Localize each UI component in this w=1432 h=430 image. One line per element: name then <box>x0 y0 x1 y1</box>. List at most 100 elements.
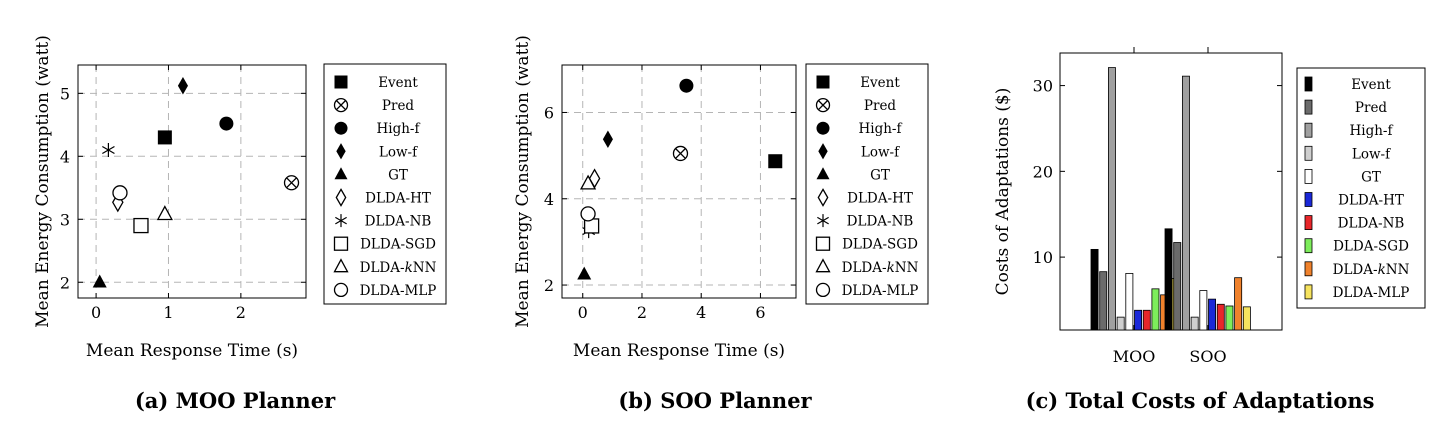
legend-label-dlda-sgd: DLDA-SGD <box>360 237 436 253</box>
grid-lines <box>78 65 306 298</box>
y-tick-label: 6 <box>544 103 554 122</box>
legend-marker-dlda-ht <box>817 188 829 207</box>
soo-planner-scatter-chart: 0 2 4 6 2 4 6 Mean Response Time (s) Mean Energy… <box>513 35 929 361</box>
legend-marker-low-f <box>336 143 346 160</box>
legend-label-dlda-ht: DLDA-HT <box>365 191 431 207</box>
legend-label-high-f: High-f <box>1350 123 1394 139</box>
legend-marker-event <box>816 75 830 89</box>
legend-swatch-low-f <box>1304 145 1313 161</box>
point-event <box>157 130 172 145</box>
legend-marker-dlda-mlp <box>815 282 831 298</box>
bar-moo-gt <box>1125 272 1134 331</box>
point-gt <box>577 266 592 280</box>
legend-marker-pred <box>815 97 831 113</box>
bar-soo-pred <box>1173 242 1182 331</box>
legend-label-event: Event <box>860 75 900 91</box>
legend-swatch-dlda-mlp <box>1304 284 1313 300</box>
point-dlda-nb <box>102 143 115 158</box>
legend-swatch-event <box>1304 76 1313 92</box>
point-dlda-knn <box>579 174 597 190</box>
legend-label-dlda-mlp: DLDA-MLP <box>360 283 437 299</box>
point-event <box>768 154 783 169</box>
total-costs-caption: (c) Total Costs of Adaptations <box>1025 388 1375 413</box>
legend: Event Pred High-f Low-f GT DLDA-HT DLDA-NB DLDA… <box>323 63 447 305</box>
moo-planner-scatter-chart: 0 1 2 2 3 4 5 Mean Response Time (s) Mean Energy… <box>33 35 447 361</box>
legend-label-dlda-sgd: DLDA-SGD <box>842 237 918 253</box>
legend-label-low-f: Low-f <box>861 144 900 160</box>
moo-planner-caption: (a) MOO Planner <box>134 388 336 413</box>
legend-label-event: Event <box>1351 77 1391 93</box>
y-tick-label: 10 <box>1033 248 1053 267</box>
x-tick-label: 0 <box>91 303 101 322</box>
bar-soo-high-f <box>1181 75 1190 331</box>
legend-marker-event <box>334 75 348 89</box>
bar-soo-gt <box>1199 290 1208 331</box>
legend-label-dlda-sgd: DLDA-SGD <box>1333 239 1409 255</box>
legend: Event Pred High-f Low-f GT DLDA-HT DLDA-NB DLDA… <box>805 63 929 305</box>
legend-label-gt: GT <box>1361 169 1381 185</box>
bar-soo-dlda-sgd <box>1225 305 1234 331</box>
legend-label-dlda-knn: DLDA-kNN <box>842 260 919 276</box>
point-pred <box>283 175 300 191</box>
bar-soo-dlda-mlp <box>1242 306 1251 331</box>
bar-soo-dlda-nb <box>1216 303 1225 331</box>
y-tick-label: 2 <box>544 276 554 295</box>
legend-swatch-dlda-knn <box>1304 261 1313 277</box>
legend-label-gt: GT <box>870 167 890 183</box>
bar-moo-pred <box>1099 271 1108 331</box>
legend-marker-dlda-sgd <box>815 236 831 251</box>
point-high-f <box>219 116 234 131</box>
plot-frame <box>77 64 307 299</box>
legend-marker-pred <box>333 97 349 113</box>
legend-label-pred: Pred <box>382 98 415 114</box>
legend-label-gt: GT <box>388 167 408 183</box>
legend-marker-low-f <box>818 143 828 160</box>
soo-planner-caption: (b) SOO Planner <box>618 388 812 413</box>
bar-soo-low-f <box>1190 316 1199 331</box>
y-tick-label: 2 <box>60 273 70 292</box>
bar-moo-dlda-ht <box>1134 309 1142 331</box>
legend-label-high-f: High-f <box>859 121 903 137</box>
legend-swatch-pred <box>1304 99 1313 115</box>
y-axis-label: Mean Energy Consumption (watt) <box>513 35 533 328</box>
legend-marker-gt <box>816 167 830 180</box>
total-costs-bar-chart: 10 20 30 MOO SOO Costs of Adaptations ($) Even… <box>993 47 1426 366</box>
bar-soo-dlda-ht <box>1208 298 1216 331</box>
point-high-f <box>679 78 694 93</box>
legend-label-pred: Pred <box>864 98 897 114</box>
x-axis-label: Mean Response Time (s) <box>86 341 298 361</box>
bar-soo-event <box>1164 228 1173 331</box>
x-tick-label-moo: MOO <box>1113 347 1156 366</box>
legend-label-dlda-nb: DLDA-NB <box>1338 216 1405 232</box>
bar-moo-dlda-nb <box>1142 309 1151 331</box>
x-tick-label: 2 <box>236 303 246 322</box>
point-dlda-mlp <box>112 185 128 201</box>
y-axis-label: Mean Energy Consumption (watt) <box>33 35 53 328</box>
point-dlda-knn <box>156 205 173 221</box>
plot-frame <box>561 64 797 299</box>
legend-marker-dlda-knn <box>815 258 831 273</box>
x-axis-label: Mean Response Time (s) <box>573 341 785 361</box>
x-tick-label: 2 <box>637 303 647 322</box>
legend-marker-dlda-nb <box>335 214 347 228</box>
legend-marker-dlda-mlp <box>333 282 349 298</box>
legend-marker-high-f <box>334 121 348 135</box>
bar-moo-event <box>1090 248 1099 331</box>
legend-marker-high-f <box>816 121 830 135</box>
y-tick-label: 5 <box>60 84 70 103</box>
legend-label-dlda-mlp: DLDA-MLP <box>842 283 919 299</box>
y-tick-label: 3 <box>60 210 70 229</box>
legend-label-low-f: Low-f <box>1352 146 1391 162</box>
legend-label-low-f: Low-f <box>379 144 418 160</box>
x-tick-label: 1 <box>163 303 173 322</box>
bar-moo-high-f <box>1107 67 1116 331</box>
legend-marker-gt <box>334 167 348 180</box>
legend-label-dlda-mlp: DLDA-MLP <box>1333 285 1410 301</box>
legend-box <box>1296 67 1426 309</box>
y-axis-label: Costs of Adaptations ($) <box>993 88 1013 296</box>
legend-label-high-f: High-f <box>377 121 421 137</box>
legend-swatch-gt <box>1304 168 1313 184</box>
x-tick-label: 0 <box>578 303 588 322</box>
y-tick-label: 4 <box>544 190 554 209</box>
legend-label-dlda-ht: DLDA-HT <box>847 191 913 207</box>
